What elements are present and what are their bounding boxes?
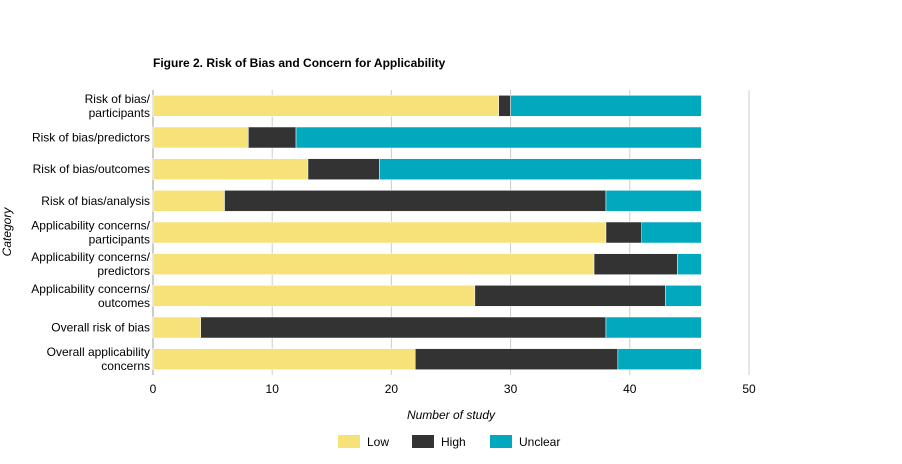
bar-unclear — [510, 95, 702, 117]
bar-low — [152, 253, 595, 275]
category-label: Risk of bias/outcomes — [33, 162, 150, 176]
category-label: Applicability concerns/ — [31, 282, 150, 296]
x-tick-label: 0 — [150, 382, 157, 396]
category-label: Risk of bias/analysis — [41, 194, 150, 208]
x-axis-title: Number of study — [407, 408, 496, 422]
x-tick-label: 10 — [266, 382, 280, 396]
category-label: Risk of bias/predictors — [32, 131, 150, 145]
legend-label-high: High — [441, 435, 466, 449]
bar-unclear — [379, 158, 702, 180]
bar-low — [152, 126, 249, 149]
bar-low — [152, 316, 201, 339]
category-label: participants — [89, 233, 150, 247]
category-label: predictors — [97, 264, 150, 278]
legend-swatch-low — [338, 435, 360, 448]
bar-low — [152, 348, 416, 370]
x-tick-label: 30 — [504, 382, 518, 396]
bar-unclear — [605, 316, 702, 339]
legend-swatch-unclear — [490, 435, 512, 448]
bar-high — [593, 253, 678, 275]
category-label: Applicability concerns/ — [31, 250, 150, 264]
category-label: Overall risk of bias — [51, 321, 150, 335]
bar-high — [224, 190, 607, 212]
bar-high — [474, 285, 666, 307]
x-tick-label: 20 — [385, 382, 399, 396]
category-label: concerns — [101, 359, 150, 373]
bar-high — [605, 221, 642, 244]
bar-low — [152, 158, 309, 180]
legend: Low High Unclear — [338, 435, 560, 449]
bar-low — [152, 221, 607, 244]
category-label: Risk of bias/ — [85, 92, 151, 106]
bar-unclear — [605, 190, 702, 212]
x-tick-labels: 0 10 20 30 40 50 — [150, 382, 756, 396]
bar-high — [498, 95, 511, 117]
category-label: participants — [89, 106, 150, 120]
legend-label-low: Low — [367, 435, 389, 449]
bar-high — [200, 316, 607, 339]
legend-label-unclear: Unclear — [519, 435, 560, 449]
chart-title: Figure 2. Risk of Bias and Concern for A… — [153, 56, 446, 70]
y-axis-title: Category — [0, 207, 14, 257]
bar-high — [248, 126, 297, 149]
x-tick-label: 50 — [742, 382, 756, 396]
bar-high — [307, 158, 380, 180]
x-tick-label: 40 — [623, 382, 637, 396]
bar-low — [152, 95, 499, 117]
bar-low — [152, 285, 476, 307]
bar-unclear — [641, 221, 702, 244]
bar-unclear — [617, 348, 702, 370]
bar-unclear — [677, 253, 702, 275]
bar-low — [152, 190, 225, 212]
category-label: outcomes — [98, 296, 150, 310]
category-label: Applicability concerns/ — [31, 219, 150, 233]
bar-unclear — [295, 126, 702, 149]
bars — [152, 95, 702, 370]
bar-unclear — [665, 285, 702, 307]
legend-swatch-high — [412, 435, 434, 448]
category-labels: Risk of bias/participants Risk of bias/pr… — [31, 92, 150, 373]
category-label: Overall applicability — [47, 345, 150, 359]
bar-high — [414, 348, 619, 370]
